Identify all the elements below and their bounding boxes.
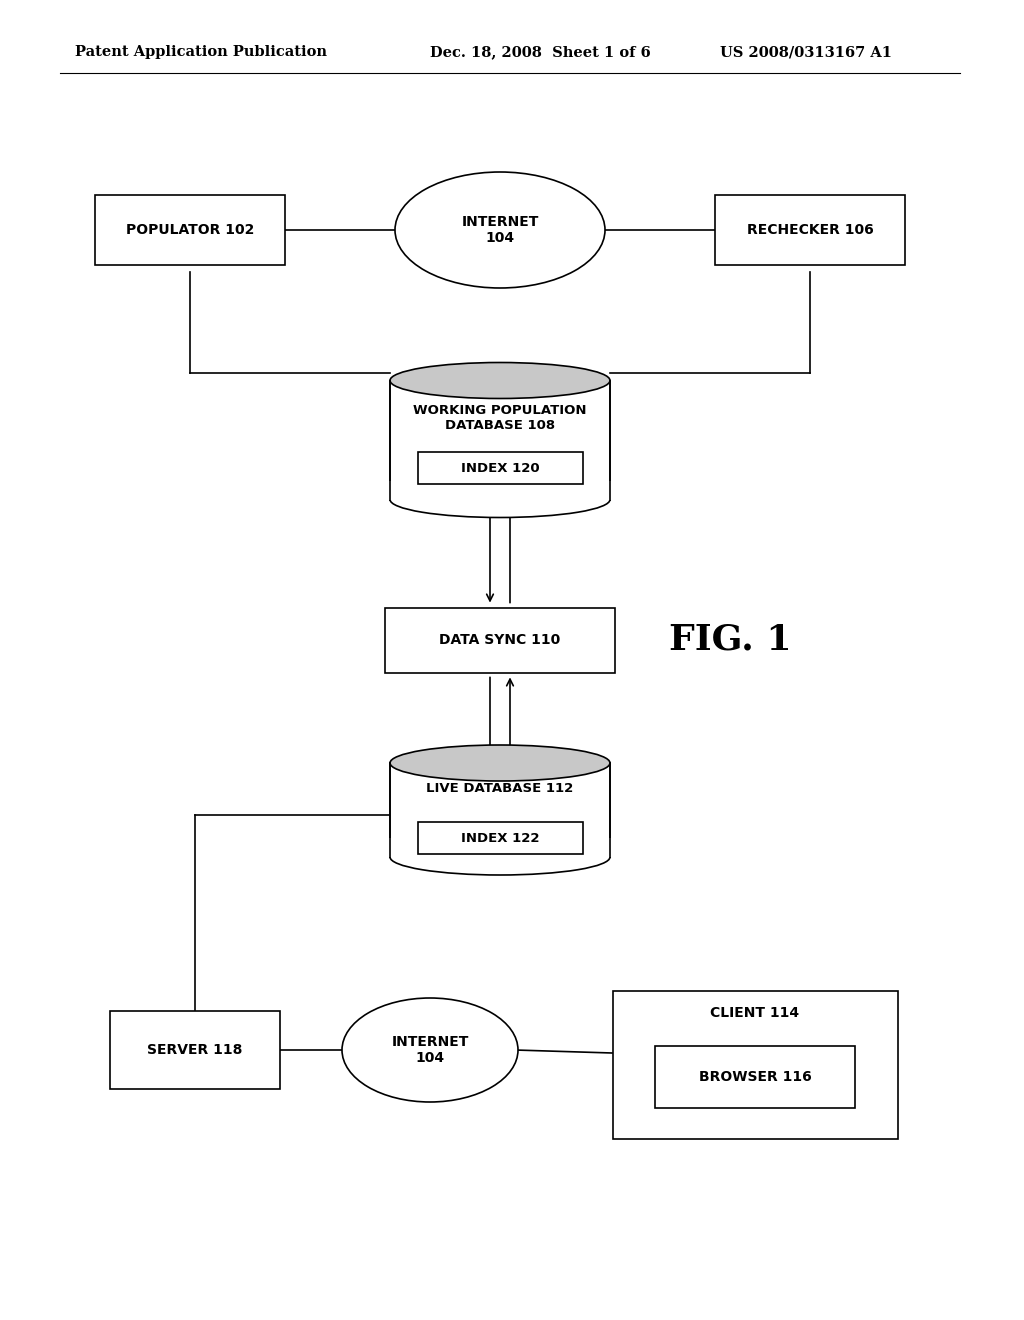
Text: BROWSER 116: BROWSER 116 xyxy=(698,1071,811,1084)
Bar xyxy=(95,195,285,265)
Text: INTERNET
104: INTERNET 104 xyxy=(462,215,539,246)
Ellipse shape xyxy=(390,482,610,517)
Text: US 2008/0313167 A1: US 2008/0313167 A1 xyxy=(720,45,892,59)
Text: WORKING POPULATION
DATABASE 108: WORKING POPULATION DATABASE 108 xyxy=(414,404,587,432)
Bar xyxy=(655,1045,855,1107)
Bar xyxy=(390,380,610,499)
Ellipse shape xyxy=(390,744,610,781)
Bar xyxy=(418,822,583,854)
Text: Dec. 18, 2008  Sheet 1 of 6: Dec. 18, 2008 Sheet 1 of 6 xyxy=(430,45,650,59)
Ellipse shape xyxy=(342,998,518,1102)
Text: INDEX 120: INDEX 120 xyxy=(461,462,540,474)
Ellipse shape xyxy=(395,172,605,288)
Bar xyxy=(110,1011,280,1089)
Bar xyxy=(385,607,615,672)
Text: DATA SYNC 110: DATA SYNC 110 xyxy=(439,634,560,647)
Text: INDEX 122: INDEX 122 xyxy=(461,832,540,845)
Text: CLIENT 114: CLIENT 114 xyxy=(711,1006,800,1020)
Bar xyxy=(418,451,583,484)
Ellipse shape xyxy=(390,363,610,399)
Bar xyxy=(612,991,897,1139)
Text: RECHECKER 106: RECHECKER 106 xyxy=(746,223,873,238)
Text: LIVE DATABASE 112: LIVE DATABASE 112 xyxy=(426,781,573,795)
Text: POPULATOR 102: POPULATOR 102 xyxy=(126,223,254,238)
Bar xyxy=(389,838,611,857)
Text: FIG. 1: FIG. 1 xyxy=(669,623,792,657)
Bar xyxy=(390,763,610,857)
Text: Patent Application Publication: Patent Application Publication xyxy=(75,45,327,59)
Text: SERVER 118: SERVER 118 xyxy=(147,1043,243,1057)
Text: INTERNET
104: INTERNET 104 xyxy=(391,1035,469,1065)
Bar xyxy=(389,480,611,499)
Ellipse shape xyxy=(390,840,610,875)
Bar xyxy=(715,195,905,265)
